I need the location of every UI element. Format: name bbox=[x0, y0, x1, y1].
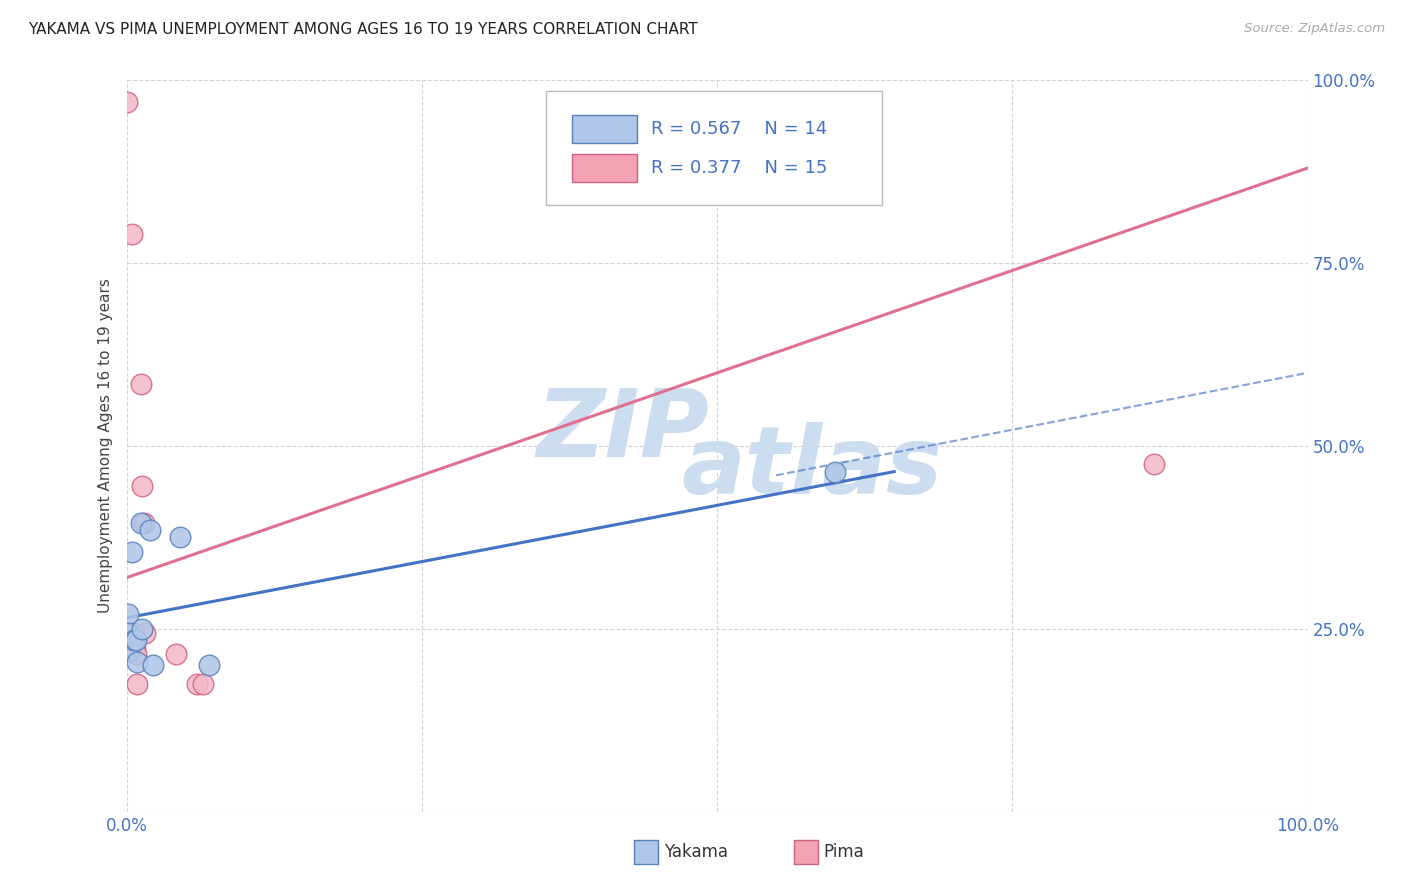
Point bbox=[165, 648, 187, 662]
Point bbox=[131, 479, 153, 493]
Point bbox=[115, 95, 138, 110]
Text: R = 0.567    N = 14: R = 0.567 N = 14 bbox=[651, 120, 827, 138]
Point bbox=[122, 632, 145, 647]
FancyBboxPatch shape bbox=[572, 154, 637, 182]
Point bbox=[186, 676, 208, 690]
Point bbox=[1143, 457, 1166, 471]
Point bbox=[794, 845, 817, 859]
Point bbox=[141, 658, 163, 673]
Point bbox=[134, 625, 156, 640]
Point bbox=[129, 516, 152, 530]
Point bbox=[122, 632, 145, 647]
Point bbox=[824, 465, 846, 479]
Point bbox=[117, 607, 139, 622]
Point bbox=[124, 640, 146, 655]
Text: ZIP: ZIP bbox=[536, 385, 709, 477]
FancyBboxPatch shape bbox=[572, 115, 637, 144]
Text: R = 0.377    N = 15: R = 0.377 N = 15 bbox=[651, 159, 827, 177]
Text: atlas: atlas bbox=[681, 422, 942, 514]
Point bbox=[198, 658, 221, 673]
Text: YAKAMA VS PIMA UNEMPLOYMENT AMONG AGES 16 TO 19 YEARS CORRELATION CHART: YAKAMA VS PIMA UNEMPLOYMENT AMONG AGES 1… bbox=[28, 22, 697, 37]
Point bbox=[117, 625, 139, 640]
Point bbox=[125, 632, 148, 647]
Point bbox=[121, 545, 143, 559]
FancyBboxPatch shape bbox=[546, 91, 883, 204]
Text: Pima: Pima bbox=[824, 843, 865, 861]
Point bbox=[139, 523, 162, 537]
Point bbox=[121, 227, 143, 241]
Point bbox=[636, 845, 658, 859]
Point bbox=[131, 622, 153, 636]
Point bbox=[169, 530, 191, 544]
Point bbox=[122, 625, 145, 640]
Point bbox=[127, 676, 149, 690]
Point bbox=[193, 676, 215, 690]
Point bbox=[134, 516, 156, 530]
Text: Source: ZipAtlas.com: Source: ZipAtlas.com bbox=[1244, 22, 1385, 36]
Point bbox=[127, 655, 149, 669]
Point bbox=[118, 644, 141, 658]
Point bbox=[125, 648, 148, 662]
Point bbox=[129, 376, 152, 391]
Text: Yakama: Yakama bbox=[664, 843, 728, 861]
Y-axis label: Unemployment Among Ages 16 to 19 years: Unemployment Among Ages 16 to 19 years bbox=[98, 278, 114, 614]
